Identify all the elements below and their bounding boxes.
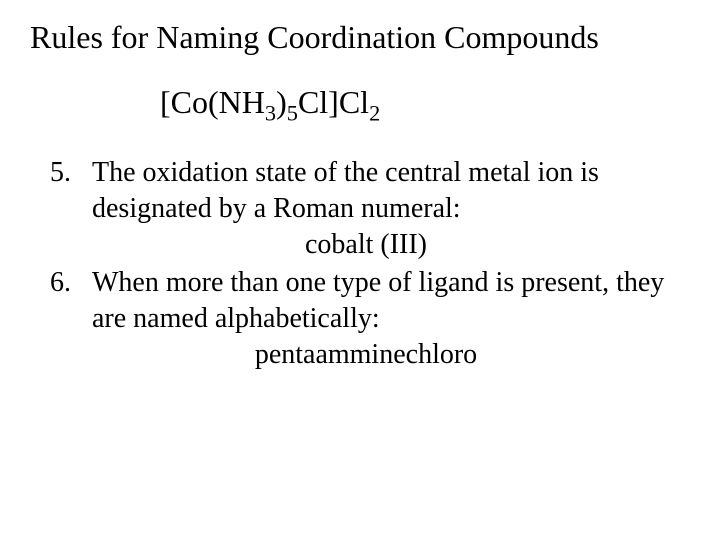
rule-item: 5. The oxidation state of the central me… xyxy=(50,155,680,262)
formula-part: ) xyxy=(276,84,287,120)
rule-item: 6. When more than one type of ligand is … xyxy=(50,265,680,372)
formula-part: Cl]Cl xyxy=(298,84,369,120)
formula-subscript: 2 xyxy=(369,101,380,126)
formula-subscript: 5 xyxy=(287,101,298,126)
rule-text: When more than one type of ligand is pre… xyxy=(92,267,664,334)
rule-number: 5. xyxy=(50,155,71,191)
rule-example: pentaamminechloro xyxy=(92,337,680,373)
chemical-formula: [Co(NH3)5Cl]Cl2 xyxy=(160,84,690,121)
formula-subscript: 3 xyxy=(265,101,276,126)
rule-number: 6. xyxy=(50,265,71,301)
rule-text: The oxidation state of the central metal… xyxy=(92,157,599,224)
slide: Rules for Naming Coordination Compounds … xyxy=(0,0,720,540)
slide-title: Rules for Naming Coordination Compounds xyxy=(30,18,690,56)
rule-example: cobalt (III) xyxy=(92,227,680,263)
formula-part: [Co(NH xyxy=(160,84,265,120)
rules-list: 5. The oxidation state of the central me… xyxy=(30,155,690,372)
